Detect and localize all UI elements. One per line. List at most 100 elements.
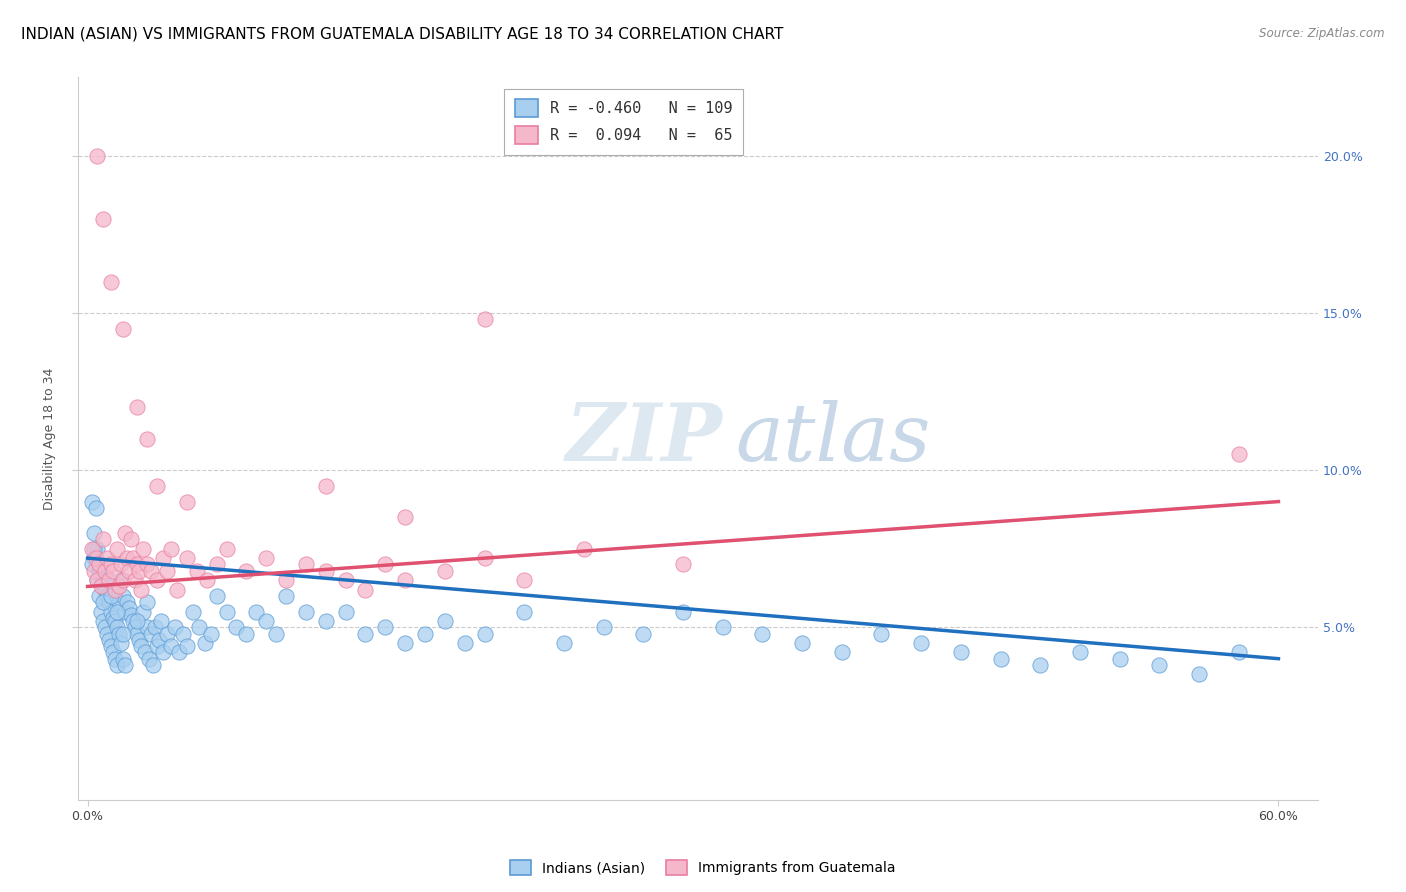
Point (90, 564, 112, 578)
Point (94, 620, 117, 634)
Point (93, 614, 115, 628)
Point (433, 564, 456, 578)
Point (215, 605, 238, 619)
Point (910, 636, 932, 650)
Point (200, 626, 222, 640)
Point (474, 551, 496, 566)
Point (96, 573, 118, 587)
Point (136, 558, 159, 572)
Point (103, 645, 125, 659)
Point (120, 607, 142, 622)
Point (152, 551, 174, 566)
Point (142, 657, 165, 672)
Point (831, 645, 853, 659)
Point (354, 626, 377, 640)
Text: Source: ZipAtlas.com: Source: ZipAtlas.com (1260, 27, 1385, 40)
Point (186, 564, 208, 578)
Point (83, 551, 105, 566)
Point (103, 564, 125, 578)
Point (100, 605, 122, 619)
Point (194, 636, 217, 650)
Point (129, 582, 152, 597)
Point (114, 526, 136, 541)
Point (124, 620, 146, 634)
Point (117, 595, 139, 609)
Point (433, 614, 456, 628)
Point (80, 541, 103, 556)
Point (93, 573, 115, 587)
Point (94, 564, 117, 578)
Point (94, 582, 117, 597)
Point (114, 657, 136, 672)
Point (1108, 651, 1130, 665)
Point (156, 564, 179, 578)
Point (274, 573, 297, 587)
Point (711, 620, 734, 634)
Point (181, 605, 204, 619)
Point (132, 541, 155, 556)
Point (235, 564, 257, 578)
Point (118, 564, 141, 578)
Point (315, 479, 337, 493)
Legend: Indians (Asian), Immigrants from Guatemala: Indians (Asian), Immigrants from Guatema… (505, 855, 901, 880)
Point (990, 651, 1012, 665)
Point (205, 589, 228, 603)
Point (110, 636, 132, 650)
Point (295, 558, 318, 572)
Point (117, 551, 139, 566)
Point (84, 500, 107, 515)
Point (90, 605, 112, 619)
Point (160, 639, 183, 653)
Point (138, 651, 160, 665)
Point (112, 573, 135, 587)
Point (513, 573, 536, 587)
Point (100, 589, 122, 603)
Point (225, 620, 247, 634)
Point (114, 605, 136, 619)
Point (96, 551, 118, 566)
Point (156, 626, 179, 640)
Point (315, 614, 337, 628)
Point (295, 605, 318, 619)
Point (134, 645, 156, 659)
Point (1149, 657, 1171, 672)
Point (93, 595, 115, 609)
Point (110, 558, 132, 572)
Point (394, 510, 416, 524)
Point (254, 614, 277, 628)
Point (89, 558, 111, 572)
Text: atlas: atlas (735, 400, 931, 477)
Legend: R = -0.460   N = 109, R =  0.094   N =  65: R = -0.460 N = 109, R = 0.094 N = 65 (503, 88, 742, 154)
Point (374, 558, 396, 572)
Point (108, 626, 131, 640)
Point (413, 626, 436, 640)
Point (104, 582, 127, 597)
Point (172, 626, 194, 640)
Point (751, 626, 773, 640)
Point (112, 589, 135, 603)
Point (86, 573, 108, 587)
Point (136, 432, 159, 446)
Point (146, 573, 169, 587)
Point (98, 632, 121, 647)
Point (245, 605, 267, 619)
Point (108, 579, 131, 593)
Point (128, 632, 150, 647)
Point (86, 149, 108, 163)
Point (100, 558, 122, 572)
Point (176, 639, 198, 653)
Point (127, 401, 149, 415)
Point (187, 620, 209, 634)
Point (148, 632, 170, 647)
Point (790, 636, 813, 650)
Point (354, 582, 377, 597)
Point (89, 589, 111, 603)
Point (1029, 657, 1052, 672)
Point (513, 605, 536, 619)
Point (112, 651, 135, 665)
Point (150, 614, 173, 628)
Point (374, 620, 396, 634)
Point (592, 620, 614, 634)
Point (143, 620, 166, 634)
Point (553, 636, 575, 650)
